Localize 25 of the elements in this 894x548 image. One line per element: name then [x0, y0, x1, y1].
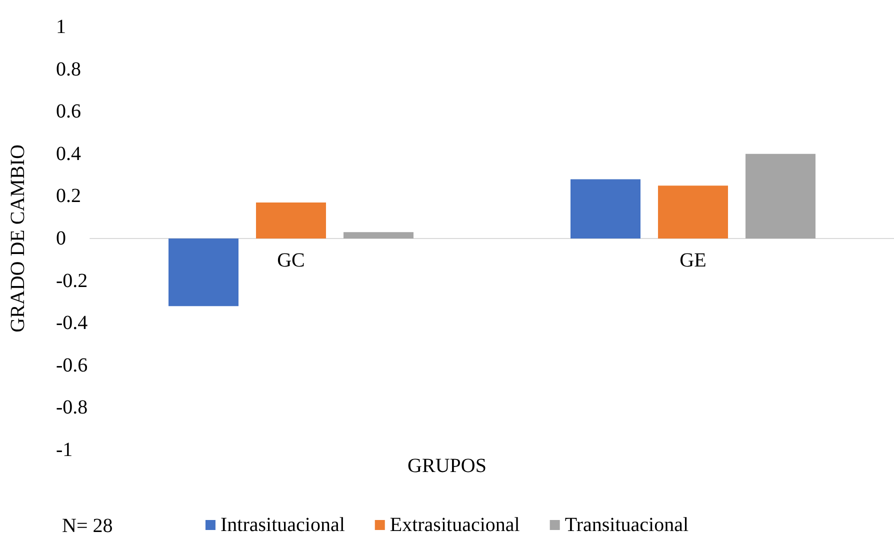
y-tick-label: -1	[56, 439, 73, 461]
y-tick-label: -0.2	[56, 270, 88, 292]
bar	[570, 179, 640, 238]
y-tick-label: 0.8	[56, 58, 81, 80]
x-axis-title: GRUPOS	[408, 455, 486, 477]
y-tick-label: -0.4	[56, 312, 88, 334]
x-tick-label: GC	[277, 250, 305, 272]
y-axis-title: GRADO DE CAMBIO	[7, 144, 29, 332]
x-tick-label: GE	[680, 250, 706, 272]
bar	[168, 238, 238, 306]
y-tick-label: 0.6	[56, 100, 81, 123]
legend-label: Transituacional	[564, 514, 689, 536]
y-tick-label: 0.2	[56, 185, 81, 208]
legend-label: Intrasituacional	[220, 514, 346, 536]
y-tick-label: 0	[56, 228, 66, 250]
y-tick-label: 0.4	[56, 142, 81, 165]
y-tick-label: -0.6	[56, 354, 88, 376]
text: N= 28	[62, 515, 113, 537]
bar	[256, 202, 326, 238]
bar	[746, 154, 816, 238]
bar	[658, 186, 728, 238]
y-tick-label: -0.8	[56, 396, 88, 419]
legend-label: Extrasituacional	[390, 514, 520, 536]
bar	[344, 232, 414, 238]
y-tick-label: 1	[56, 16, 66, 38]
